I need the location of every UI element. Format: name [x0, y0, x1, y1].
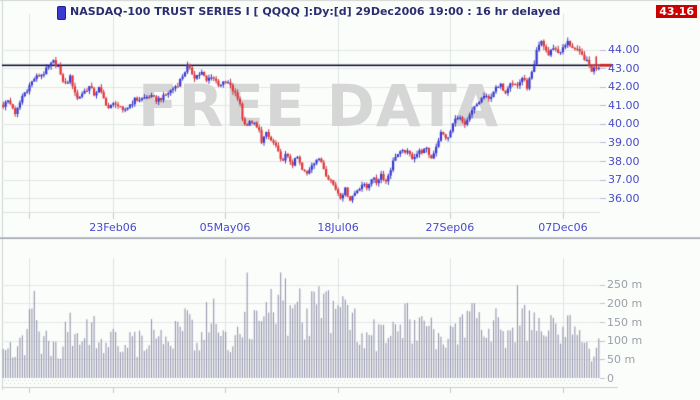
series-pill-icon — [57, 6, 66, 20]
symbol-title[interactable]: NASDAQ-100 TRUST SERIES I [ QQQQ ]:Dy:[d… — [70, 5, 561, 18]
date-axis-label: 05May06 — [199, 221, 251, 234]
date-axis-label: 18Jul06 — [317, 221, 359, 234]
volume-axis-label: 250 m — [607, 278, 643, 292]
price-axis-label: 37.00 — [608, 173, 640, 187]
last-price-badge: 43.16 — [656, 5, 697, 18]
date-axis-label: 07Dec06 — [538, 221, 588, 234]
date-axis-label: 27Sep06 — [425, 221, 475, 234]
title-bar: NASDAQ-100 TRUST SERIES I [ QQQQ ]:Dy:[d… — [0, 2, 700, 20]
price-axis-label: 43.00 — [608, 61, 640, 75]
volume-axis-label: 100 m — [607, 334, 643, 348]
price-axis-label: 44.00 — [608, 43, 640, 57]
volume-axis-label: 50 m — [607, 352, 636, 366]
price-axis-label: 39.00 — [608, 135, 640, 149]
price-axis-label: 41.00 — [608, 98, 640, 112]
price-axis-label: 40.00 — [608, 117, 640, 131]
volume-axis-label: 0 — [607, 371, 614, 385]
price-axis-label: 42.00 — [608, 80, 640, 94]
volume-axis-label: 200 m — [607, 296, 643, 310]
price-axis-label: 36.00 — [608, 191, 640, 205]
volume-axis-label: 150 m — [607, 315, 643, 329]
price-axis-label: 38.00 — [608, 154, 640, 168]
volume-header: Volume:Dy 75.153 m — [0, 240, 700, 258]
date-axis-label: 23Feb06 — [89, 221, 137, 234]
